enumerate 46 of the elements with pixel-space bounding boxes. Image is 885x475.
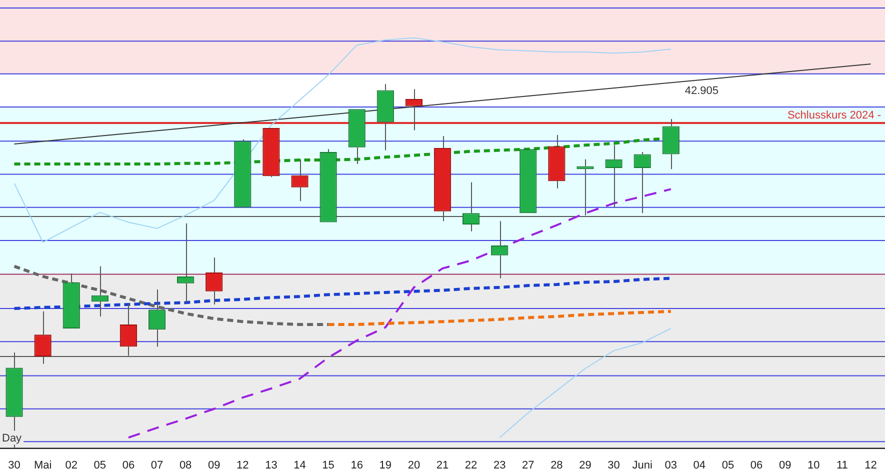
x-tick-label: 09 — [778, 459, 792, 472]
candlestick — [91, 266, 108, 317]
x-tick-label: 23 — [493, 459, 506, 472]
x-tick-label: 05 — [94, 459, 106, 472]
x-tick-label: 28 — [550, 459, 563, 472]
x-tick-label: Juni — [632, 459, 652, 472]
x-tick-label: 08 — [179, 459, 192, 472]
x-tick-label: 20 — [408, 459, 420, 472]
candlestick — [177, 222, 194, 304]
x-tick-label: 13 — [265, 459, 278, 472]
x-tick-label: 07 — [150, 459, 164, 472]
x-tick-label: 22 — [464, 459, 478, 472]
x-tick-label: Mai — [34, 459, 52, 472]
x-tick-label: 16 — [350, 459, 363, 472]
x-tick-label: 11 — [836, 459, 848, 472]
x-tick-label: 06 — [122, 459, 135, 472]
x-tick-label: 19 — [379, 459, 392, 472]
candlestick — [405, 88, 423, 131]
candlestick — [491, 220, 508, 279]
candlestick — [348, 109, 366, 165]
x-tick-label: 21 — [436, 459, 449, 472]
x-tick-label: 12 — [864, 459, 877, 472]
x-tick-label: 29 — [579, 459, 592, 472]
ref-line-label: Schlusskurs 2024 - — [787, 109, 882, 122]
annotation: 42.905 — [684, 85, 719, 98]
x-tick-label: 14 — [294, 459, 306, 472]
x-tick-label: 03 — [664, 459, 678, 472]
candlestick — [548, 134, 566, 189]
x-tick-label: 06 — [750, 459, 763, 472]
x-tick-label: 27 — [522, 459, 534, 472]
candlestick — [62, 273, 80, 328]
x-tick-label: 09 — [208, 459, 220, 472]
candlestick — [376, 84, 394, 151]
x-tick-label: 10 — [808, 459, 820, 472]
candlestick — [605, 144, 622, 208]
x-tick-label: 30 — [8, 459, 20, 472]
x-tick-label: 04 — [693, 459, 706, 472]
candlestick — [262, 128, 280, 178]
x-tick-label: 05 — [722, 459, 734, 472]
candlestick — [148, 289, 166, 348]
candlestick — [662, 118, 680, 170]
annotation: Day — [2, 432, 22, 444]
x-tick-label: 02 — [65, 459, 78, 472]
x-tick-label: 30 — [608, 459, 620, 472]
x-tick-label: 15 — [322, 459, 334, 472]
x-tick-label: 12 — [236, 459, 249, 472]
